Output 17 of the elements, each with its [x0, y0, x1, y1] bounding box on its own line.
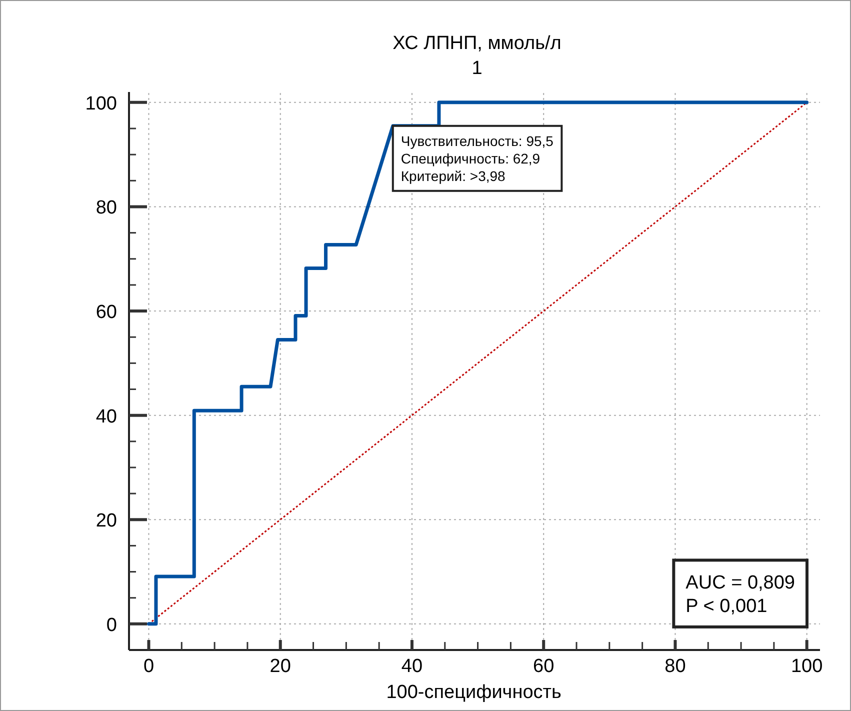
x-tick-label: 60 [533, 656, 554, 677]
y-tick-label: 60 [96, 302, 117, 324]
y-tick-label: 20 [96, 510, 117, 532]
x-tick-label: 40 [401, 656, 423, 677]
y-tick-label: 0 [106, 614, 117, 636]
chart-subtitle: 1 [472, 58, 482, 79]
x-tick-label: 100 [790, 656, 823, 677]
annotation: AUC = 0,809 P < 0,001 [686, 572, 795, 618]
x-tick-label: 0 [143, 656, 154, 677]
annotation: Чувствительность: 95,5 Специфичность: 62,9 Критерий: >3,98 [400, 132, 554, 184]
x-tick-label: 20 [270, 656, 291, 677]
y-tick-label: 80 [96, 198, 117, 219]
x-axis-title: 100-специфичность [386, 682, 562, 703]
y-tick-label: 40 [96, 406, 117, 428]
y-tick-label: 100 [85, 93, 117, 114]
x-tick-label: 80 [664, 656, 686, 677]
chart-title: ХС ЛПНП, ммоль/л [392, 33, 562, 54]
